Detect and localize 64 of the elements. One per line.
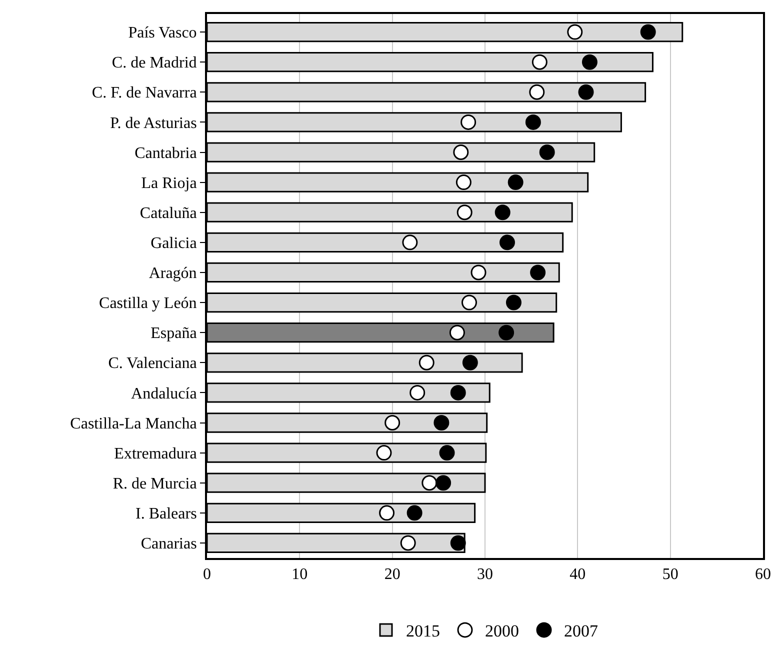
- point: [498, 324, 514, 340]
- y-tick-label: P. de Asturias: [110, 114, 197, 132]
- point: [439, 445, 455, 461]
- y-tick-label: Extremadura: [114, 445, 197, 462]
- point: [456, 174, 472, 190]
- point: [453, 144, 469, 160]
- point: [400, 535, 416, 551]
- point: [422, 475, 438, 491]
- y-tick-label: La Rioja: [141, 174, 197, 192]
- y-tick-label: C. de Madrid: [112, 54, 197, 72]
- point: [410, 384, 426, 400]
- point: [529, 84, 545, 100]
- point: [384, 415, 400, 430]
- legend-label: 2007: [564, 622, 598, 641]
- x-tick-label: 0: [203, 566, 211, 584]
- point: [462, 354, 478, 370]
- y-tick-label: C. Valenciana: [108, 355, 197, 372]
- point: [532, 54, 548, 70]
- point: [436, 475, 452, 491]
- point: [640, 24, 656, 40]
- point: [530, 264, 546, 280]
- x-tick-label: 10: [292, 566, 308, 584]
- point: [379, 505, 395, 521]
- point: [525, 114, 541, 130]
- point: [567, 24, 583, 40]
- y-tick-label: Andalucía: [131, 385, 197, 402]
- y-tick-label: España: [150, 325, 197, 342]
- y-tick-label: Castilla-La Mancha: [70, 415, 197, 432]
- point: [406, 505, 422, 521]
- x-tick-label: 50: [662, 566, 678, 584]
- y-tick-label: Cataluña: [140, 204, 197, 222]
- point: [460, 114, 476, 130]
- point: [499, 234, 515, 250]
- y-tick-label: País Vasco: [128, 24, 197, 42]
- point: [462, 294, 477, 310]
- point: [450, 384, 466, 400]
- y-tick-label: C. F. de Navarra: [92, 84, 197, 102]
- y-tick-label: Aragón: [148, 265, 197, 282]
- legend-label: 2000: [485, 622, 519, 641]
- point: [539, 144, 555, 160]
- y-tick-label: Canarias: [140, 536, 197, 553]
- y-tick-label: Cantabria: [134, 144, 197, 162]
- point: [506, 294, 522, 310]
- x-tick-label: 30: [477, 566, 493, 584]
- point: [418, 354, 434, 370]
- point: [450, 535, 466, 551]
- point: [494, 204, 510, 220]
- point: [434, 415, 450, 430]
- point: [376, 445, 392, 461]
- x-tick-label: 20: [384, 566, 400, 584]
- x-tick-label: 60: [755, 566, 771, 584]
- point: [578, 84, 594, 100]
- y-tick-label: R. de Murcia: [112, 475, 197, 492]
- y-tick-label: I. Balears: [135, 506, 197, 523]
- y-tick-label: Castilla y León: [99, 295, 197, 312]
- point: [402, 234, 418, 250]
- legend-label: 2015: [406, 622, 440, 641]
- point: [582, 54, 598, 70]
- y-tick-label: Galicia: [150, 235, 197, 252]
- point: [470, 264, 486, 280]
- point: [508, 174, 524, 190]
- point: [456, 204, 472, 220]
- point: [449, 324, 465, 340]
- x-tick-label: 40: [570, 566, 586, 584]
